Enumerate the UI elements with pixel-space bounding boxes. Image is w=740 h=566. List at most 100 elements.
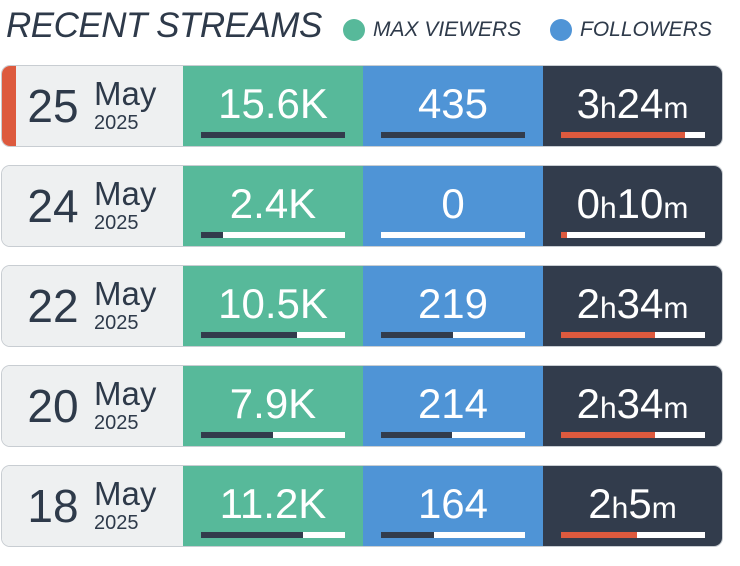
followers-bar-fill bbox=[381, 532, 435, 538]
minutes-unit: m bbox=[651, 492, 677, 525]
followers-value: 164 bbox=[417, 480, 489, 527]
stream-month: May bbox=[94, 75, 157, 112]
followers-bar-fill bbox=[381, 432, 452, 438]
stream-month: May bbox=[94, 175, 157, 212]
followers-value: 219 bbox=[417, 280, 489, 327]
followers-bar bbox=[381, 432, 525, 438]
max-viewers-bar-fill bbox=[201, 532, 304, 538]
max-viewers-bar bbox=[201, 232, 345, 238]
stream-date: 22 May 2025 bbox=[2, 266, 183, 346]
followers-bar-fill bbox=[381, 132, 525, 138]
max-viewers-swatch-icon bbox=[343, 19, 365, 41]
hours-unit: h bbox=[599, 192, 617, 225]
followers-cell: 0 bbox=[363, 166, 543, 246]
stream-row[interactable]: 18 May 2025 11.2K 164 2h5m bbox=[2, 466, 722, 546]
hours-unit: h bbox=[611, 492, 629, 525]
duration-cell: 2h34m bbox=[543, 366, 722, 446]
stream-month: May bbox=[94, 475, 157, 512]
duration-bar bbox=[561, 532, 705, 538]
minutes-unit: m bbox=[663, 392, 689, 425]
stream-month: May bbox=[94, 275, 157, 312]
max-viewers-bar bbox=[201, 432, 345, 438]
max-viewers-cell: 2.4K bbox=[183, 166, 363, 246]
stream-year: 2025 bbox=[94, 312, 139, 334]
widget-header: RECENT STREAMS MAX VIEWERS FOLLOWERS bbox=[0, 0, 740, 56]
minutes-unit: m bbox=[663, 292, 689, 325]
duration-bar bbox=[561, 232, 705, 238]
duration-hours: 2 bbox=[576, 380, 600, 427]
duration-minutes: 24 bbox=[616, 80, 664, 127]
stream-date: 24 May 2025 bbox=[2, 166, 183, 246]
followers-swatch-icon bbox=[550, 19, 572, 41]
max-viewers-bar-fill bbox=[201, 132, 345, 138]
followers-bar-fill bbox=[381, 332, 453, 338]
stream-day: 20 bbox=[27, 380, 79, 432]
duration-value: 2h34m bbox=[543, 280, 722, 333]
stream-date: 18 May 2025 bbox=[2, 466, 183, 546]
stream-day: 24 bbox=[27, 180, 79, 232]
max-viewers-cell: 7.9K bbox=[183, 366, 363, 446]
followers-bar bbox=[381, 132, 525, 138]
stream-row[interactable]: 20 May 2025 7.9K 214 2h34m bbox=[2, 366, 722, 446]
duration-hours: 3 bbox=[576, 80, 600, 127]
legend-followers: FOLLOWERS bbox=[550, 18, 712, 42]
max-viewers-bar bbox=[201, 332, 345, 338]
duration-value: 3h24m bbox=[543, 80, 722, 133]
duration-minutes: 10 bbox=[616, 180, 664, 227]
widget-title: RECENT STREAMS bbox=[6, 6, 322, 45]
duration-value: 2h5m bbox=[543, 480, 722, 533]
followers-bar bbox=[381, 232, 525, 238]
stream-row[interactable]: 22 May 2025 10.5K 219 2h34m bbox=[2, 266, 722, 346]
minutes-unit: m bbox=[663, 192, 689, 225]
minutes-unit: m bbox=[663, 92, 689, 125]
max-viewers-value: 15.6K bbox=[218, 80, 328, 127]
stream-month: May bbox=[94, 375, 157, 412]
legend-max-viewers: MAX VIEWERS bbox=[343, 18, 521, 42]
max-viewers-value: 7.9K bbox=[229, 380, 317, 427]
followers-cell: 214 bbox=[363, 366, 543, 446]
stream-date: 20 May 2025 bbox=[2, 366, 183, 446]
max-viewers-bar-fill bbox=[201, 332, 298, 338]
duration-minutes: 34 bbox=[616, 280, 664, 327]
stream-day: 18 bbox=[27, 480, 79, 532]
followers-cell: 164 bbox=[363, 466, 543, 546]
duration-cell: 2h5m bbox=[543, 466, 722, 546]
stream-year: 2025 bbox=[94, 212, 139, 234]
duration-cell: 3h24m bbox=[543, 66, 722, 146]
duration-minutes: 5 bbox=[628, 480, 652, 527]
duration-hours: 0 bbox=[576, 180, 600, 227]
stream-day: 22 bbox=[27, 280, 79, 332]
max-viewers-value: 11.2K bbox=[219, 480, 327, 527]
max-viewers-cell: 11.2K bbox=[183, 466, 363, 546]
stream-date: 25 May 2025 bbox=[2, 66, 183, 146]
followers-value: 435 bbox=[417, 80, 489, 127]
max-viewers-bar-fill bbox=[201, 232, 223, 238]
followers-cell: 435 bbox=[363, 66, 543, 146]
duration-bar-fill bbox=[561, 232, 567, 238]
stream-row[interactable]: 25 May 2025 15.6K 435 3h24m bbox=[2, 66, 722, 146]
stream-year: 2025 bbox=[94, 112, 139, 134]
duration-hours: 2 bbox=[588, 480, 612, 527]
duration-minutes: 34 bbox=[616, 380, 664, 427]
legend-label-max-viewers: MAX VIEWERS bbox=[373, 18, 522, 41]
max-viewers-bar-fill bbox=[201, 432, 273, 438]
latest-stream-marker bbox=[2, 66, 16, 146]
duration-hours: 2 bbox=[576, 280, 600, 327]
duration-bar-fill bbox=[561, 332, 655, 338]
max-viewers-value: 10.5K bbox=[218, 280, 328, 327]
followers-value: 214 bbox=[417, 380, 489, 427]
duration-bar-fill bbox=[561, 432, 655, 438]
stream-year: 2025 bbox=[94, 512, 139, 534]
stream-row[interactable]: 24 May 2025 2.4K 0 0h10m bbox=[2, 166, 722, 246]
duration-cell: 0h10m bbox=[543, 166, 722, 246]
max-viewers-bar bbox=[201, 532, 345, 538]
max-viewers-bar bbox=[201, 132, 345, 138]
duration-bar bbox=[561, 132, 705, 138]
duration-value: 0h10m bbox=[543, 180, 722, 233]
followers-cell: 219 bbox=[363, 266, 543, 346]
hours-unit: h bbox=[599, 92, 617, 125]
stream-year: 2025 bbox=[94, 412, 139, 434]
stream-day: 25 bbox=[27, 80, 79, 132]
followers-value: 0 bbox=[441, 180, 465, 227]
